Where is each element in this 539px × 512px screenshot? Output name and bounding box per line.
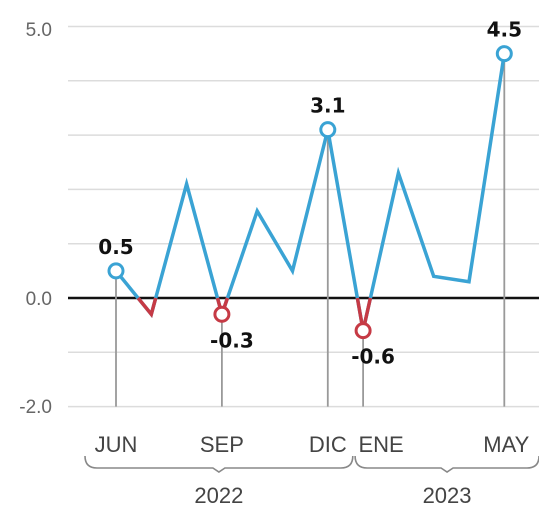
- series-polyline: [114, 53, 507, 331]
- x-tick-label: DIC: [309, 432, 347, 457]
- year-bracket: [354, 455, 539, 473]
- data-label: -0.3: [210, 328, 254, 352]
- stems: [115, 53, 506, 407]
- data-point-marker: [354, 322, 372, 340]
- year-label: 2022: [194, 483, 243, 508]
- gridlines: [68, 25, 539, 408]
- markers: [107, 45, 513, 340]
- data-point-marker: [107, 262, 125, 280]
- data-label: 4.5: [487, 18, 522, 42]
- year-label: 2023: [423, 483, 472, 508]
- x-tick-label: JUN: [95, 432, 138, 457]
- year-bracket: [84, 455, 354, 473]
- data-labels: 0.5 -0.3 3.1 -0.6 4.5: [98, 18, 522, 369]
- x-axis-ticks: JUN SEP DIC ENE MAY: [95, 432, 530, 457]
- x-tick-label: SEP: [200, 432, 244, 457]
- year-brackets: 2022 2023: [84, 455, 539, 508]
- data-label: 3.1: [310, 94, 345, 118]
- data-label: 0.5: [98, 235, 133, 259]
- negative-segment: [136, 296, 158, 319]
- data-point-marker: [495, 45, 513, 63]
- data-label: -0.6: [351, 345, 395, 369]
- x-tick-label: ENE: [358, 432, 403, 457]
- y-axis-ticks: 5.0 0.0 -2.0: [19, 20, 52, 418]
- x-tick-label: MAY: [483, 432, 529, 457]
- data-point-marker: [213, 305, 231, 323]
- y-tick-label: -2.0: [19, 397, 52, 418]
- y-tick-label: 5.0: [26, 20, 52, 41]
- y-tick-label: 0.0: [26, 289, 52, 310]
- data-point-marker: [319, 121, 337, 139]
